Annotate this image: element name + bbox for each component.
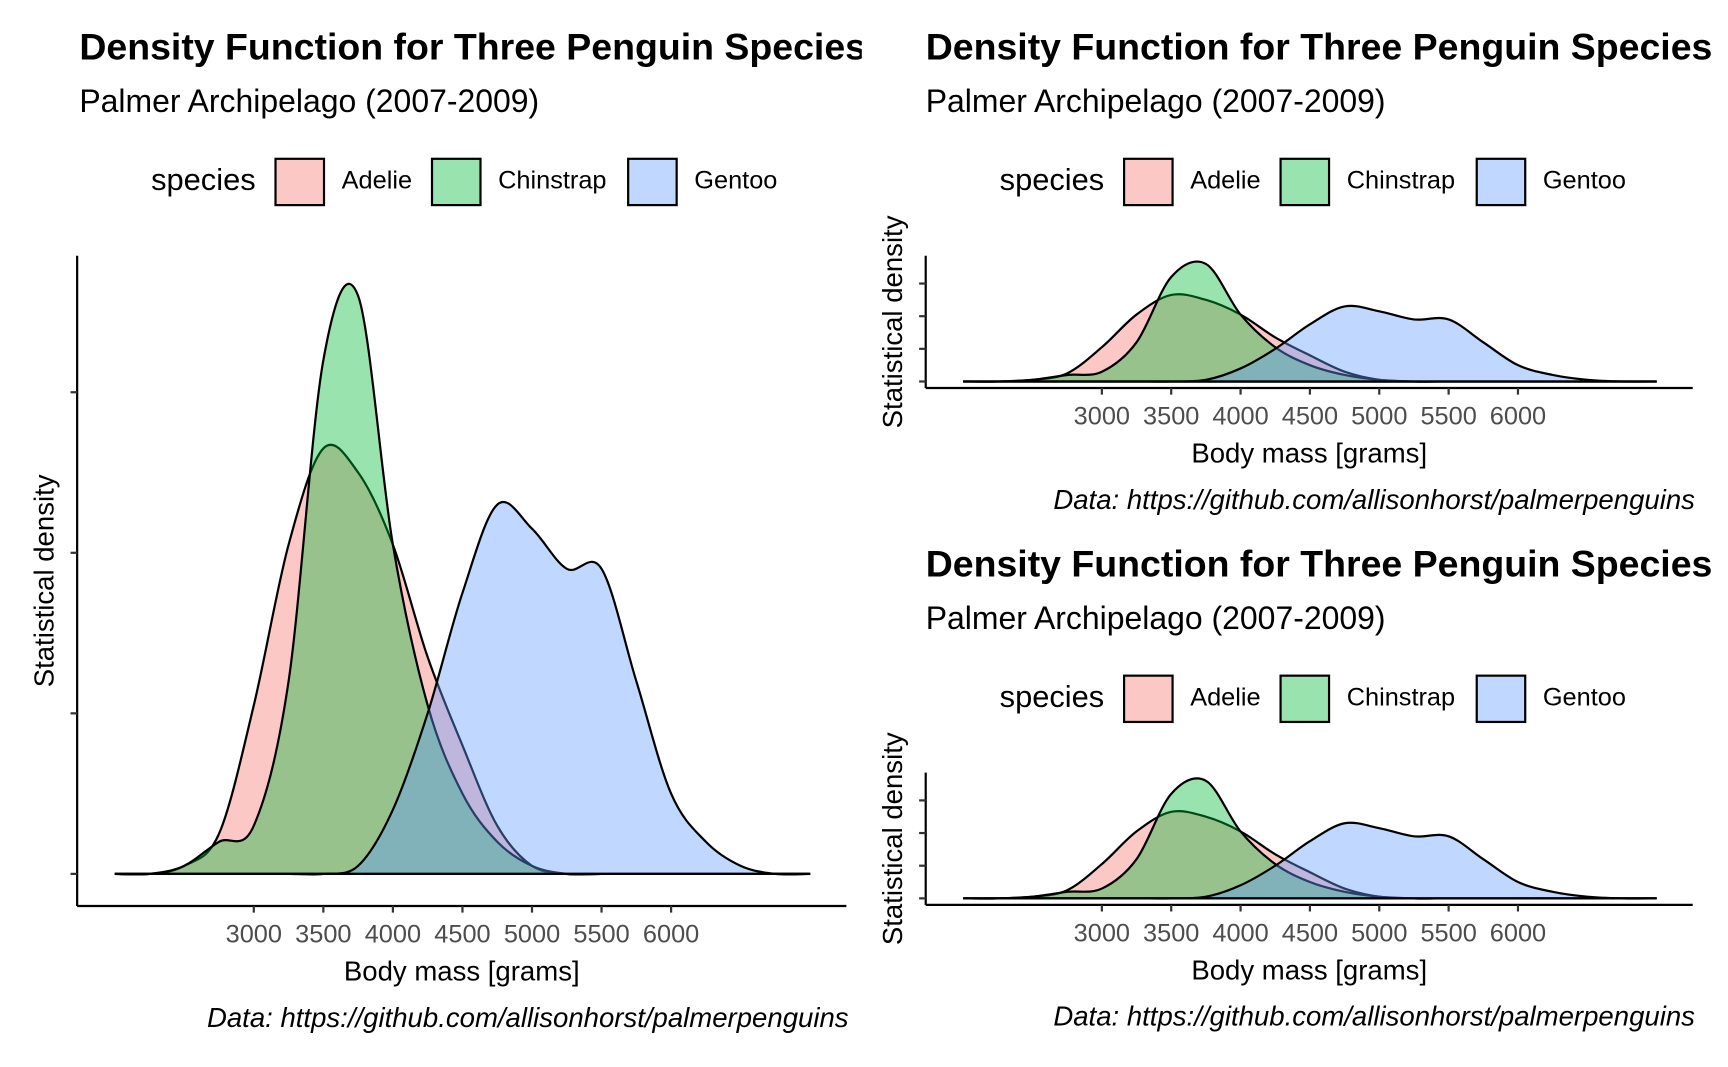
legend-label: Chinstrap — [1347, 167, 1455, 195]
y-axis-label: Statistical density — [877, 732, 908, 945]
x-tick-label: 3000 — [1074, 402, 1130, 430]
density-area — [114, 501, 811, 876]
x-tick-label: 3500 — [295, 920, 351, 948]
x-axis-label: Body mass [grams] — [1191, 954, 1427, 985]
legend-label: Adelie — [1190, 167, 1260, 195]
legend-key — [1279, 674, 1331, 724]
chart-panel: Density Function for Three Penguin Speci… — [29, 26, 866, 1033]
x-tick-label: 6000 — [643, 920, 699, 948]
legend-title: species — [1000, 162, 1105, 197]
caption: Data: https://github.com/allisonhorst/pa… — [1053, 484, 1695, 515]
legend-key — [274, 157, 326, 207]
x-tick-label: 3500 — [1143, 919, 1199, 947]
caption: Data: https://github.com/allisonhorst/pa… — [207, 1002, 849, 1033]
caption: Data: https://github.com/allisonhorst/pa… — [1053, 1001, 1695, 1032]
legend-label: Adelie — [1190, 683, 1260, 711]
x-tick-label: 5000 — [1351, 402, 1407, 430]
legend-key — [1279, 157, 1331, 207]
x-tick-label: 3000 — [226, 920, 282, 948]
chart-panel: Density Function for Three Penguin Speci… — [877, 542, 1712, 1031]
legend-label: Gentoo — [1543, 683, 1626, 711]
x-tick-label: 5500 — [1420, 402, 1476, 430]
legend-key — [1122, 674, 1174, 724]
y-axis-label: Statistical density — [877, 215, 908, 428]
x-tick-label: 5000 — [504, 920, 560, 948]
chart-title: Density Function for Three Penguin Speci… — [79, 26, 866, 68]
legend-label: Adelie — [342, 167, 412, 195]
x-axis-label: Body mass [grams] — [1191, 438, 1427, 469]
x-tick-label: 5500 — [573, 920, 629, 948]
chart-subtitle: Palmer Archipelago (2007-2009) — [79, 83, 539, 119]
legend-key — [430, 157, 482, 207]
chart-title: Density Function for Three Penguin Speci… — [926, 542, 1713, 584]
chart-title: Density Function for Three Penguin Speci… — [926, 26, 1713, 68]
chart-subtitle: Palmer Archipelago (2007-2009) — [926, 600, 1386, 636]
x-tick-label: 4000 — [1212, 919, 1268, 947]
legend-key — [1122, 157, 1174, 207]
x-tick-label: 3500 — [1143, 402, 1199, 430]
x-tick-label: 5500 — [1420, 919, 1476, 947]
legend-key — [1475, 674, 1527, 724]
x-axis-label: Body mass [grams] — [344, 955, 580, 986]
x-tick-label: 4000 — [1212, 402, 1268, 430]
y-axis-label: Statistical density — [29, 474, 60, 687]
x-tick-label: 3000 — [1074, 919, 1130, 947]
density-area — [963, 821, 1657, 900]
legend-label: Gentoo — [694, 167, 777, 195]
x-tick-label: 4500 — [434, 920, 490, 948]
density-area — [963, 304, 1657, 383]
chart-panel: Density Function for Three Penguin Speci… — [877, 26, 1712, 515]
legend-label: Chinstrap — [498, 167, 606, 195]
legend-label: Gentoo — [1543, 167, 1626, 195]
x-tick-label: 5000 — [1351, 919, 1407, 947]
x-tick-label: 6000 — [1490, 919, 1546, 947]
x-tick-label: 4500 — [1282, 402, 1338, 430]
x-tick-label: 4000 — [365, 920, 421, 948]
chart-subtitle: Palmer Archipelago (2007-2009) — [926, 83, 1386, 119]
legend-key — [1475, 157, 1527, 207]
x-tick-label: 4500 — [1282, 919, 1338, 947]
x-tick-label: 6000 — [1490, 402, 1546, 430]
legend-key — [627, 157, 678, 207]
legend-label: Chinstrap — [1347, 683, 1455, 711]
legend-title: species — [1000, 679, 1105, 714]
legend-title: species — [151, 162, 256, 197]
